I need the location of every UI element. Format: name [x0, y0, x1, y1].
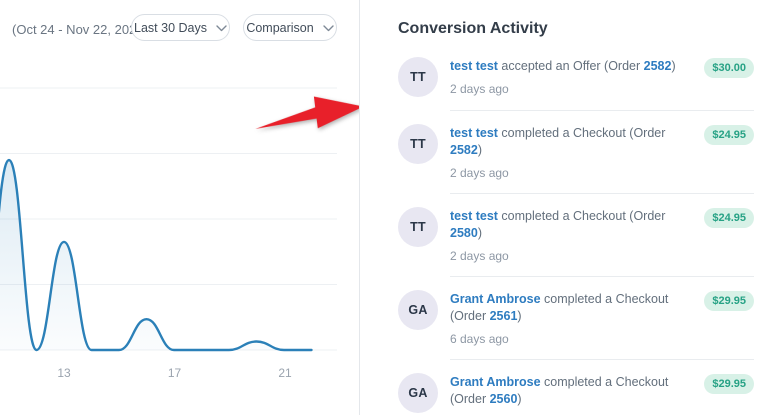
order-suffix: ): [517, 309, 522, 323]
order-suffix: ): [477, 143, 482, 157]
period-dropdown-button[interactable]: Last 30 Days: [131, 14, 230, 41]
order-link[interactable]: 2582: [450, 143, 478, 157]
user-link[interactable]: test test: [450, 59, 498, 73]
activity-text: Grant Ambrose completed a Checkout (Orde…: [450, 374, 694, 415]
activity-text: Grant Ambrose completed a Checkout (Orde…: [450, 291, 694, 346]
amount-badge: $30.00: [704, 58, 754, 78]
order-suffix: ): [517, 392, 522, 406]
order-suffix: ): [477, 226, 482, 240]
user-link[interactable]: Grant Ambrose: [450, 292, 541, 306]
order-link[interactable]: 2582: [643, 59, 672, 73]
period-dropdown-label: Last 30 Days: [134, 20, 207, 35]
activity-item: TT test test completed a Checkout (Order…: [398, 194, 754, 276]
item-divider: [450, 193, 754, 194]
activity-action: completed a Checkout: [544, 292, 669, 306]
x-tick-label: 21: [278, 366, 292, 380]
activity-time: 2 days ago: [450, 82, 509, 96]
item-divider: [450, 276, 754, 277]
order-prefix: (Order: [629, 126, 666, 140]
order-suffix: ): [671, 59, 676, 73]
x-tick-label: 17: [167, 366, 182, 380]
activity-list: TT test test accepted an Offer (Order 25…: [398, 44, 754, 415]
order-link[interactable]: 2560: [489, 392, 518, 406]
comparison-dropdown-label: Comparison: [246, 20, 314, 35]
activity-text: test test completed a Checkout (Order 25…: [450, 125, 694, 180]
activity-item: TT test test completed a Checkout (Order…: [398, 111, 754, 193]
user-link[interactable]: test test: [450, 209, 498, 223]
activity-action: completed a Checkout: [501, 126, 626, 140]
conversions-chart: 13 17 21: [0, 60, 346, 390]
comparison-dropdown-button[interactable]: Comparison: [243, 14, 337, 41]
conversion-activity-panel: Conversion Activity TT test test accepte…: [360, 0, 768, 415]
activity-action: accepted an Offer: [501, 59, 601, 73]
order-link[interactable]: 2561: [489, 309, 518, 323]
item-divider: [450, 359, 754, 360]
order-prefix: (Order: [604, 59, 641, 73]
user-link[interactable]: Grant Ambrose: [450, 375, 541, 389]
activity-time: 6 days ago: [450, 332, 509, 346]
avatar: TT: [398, 207, 438, 247]
avatar: GA: [398, 373, 438, 413]
amount-badge: $29.95: [704, 374, 754, 394]
chart-canvas: [0, 87, 337, 352]
avatar: TT: [398, 124, 438, 164]
avatar: GA: [398, 290, 438, 330]
chevron-down-icon: [323, 21, 334, 35]
date-range-label: (Oct 24 - Nov 22, 2023): [12, 22, 148, 37]
order-prefix: (Order: [450, 309, 487, 323]
panel-divider: [359, 0, 360, 415]
chart-line: [0, 158, 313, 352]
amount-badge: $24.95: [704, 125, 754, 145]
chart-toolbar: (Oct 24 - Nov 22, 2023) Last 30 Days Com…: [0, 0, 360, 56]
order-link[interactable]: 2580: [450, 226, 478, 240]
activity-item: GA Grant Ambrose completed a Checkout (O…: [398, 277, 754, 359]
activity-text: test test completed a Checkout (Order 25…: [450, 208, 694, 263]
order-prefix: (Order: [450, 392, 487, 406]
user-link[interactable]: test test: [450, 126, 498, 140]
item-divider: [450, 110, 754, 111]
activity-time: 2 days ago: [450, 166, 509, 180]
activity-text: test test accepted an Offer (Order 2582)…: [450, 58, 694, 96]
activity-item: TT test test accepted an Offer (Order 25…: [398, 44, 754, 110]
amount-badge: $29.95: [704, 291, 754, 311]
amount-badge: $24.95: [704, 208, 754, 228]
activity-time: 2 days ago: [450, 249, 509, 263]
avatar: TT: [398, 57, 438, 97]
activity-action: completed a Checkout: [501, 209, 626, 223]
order-prefix: (Order: [629, 209, 666, 223]
activity-title: Conversion Activity: [398, 20, 548, 37]
chevron-down-icon: [216, 21, 227, 35]
x-tick-label: 13: [57, 366, 71, 380]
activity-action: completed a Checkout: [544, 375, 669, 389]
activity-item: GA Grant Ambrose completed a Checkout (O…: [398, 360, 754, 415]
